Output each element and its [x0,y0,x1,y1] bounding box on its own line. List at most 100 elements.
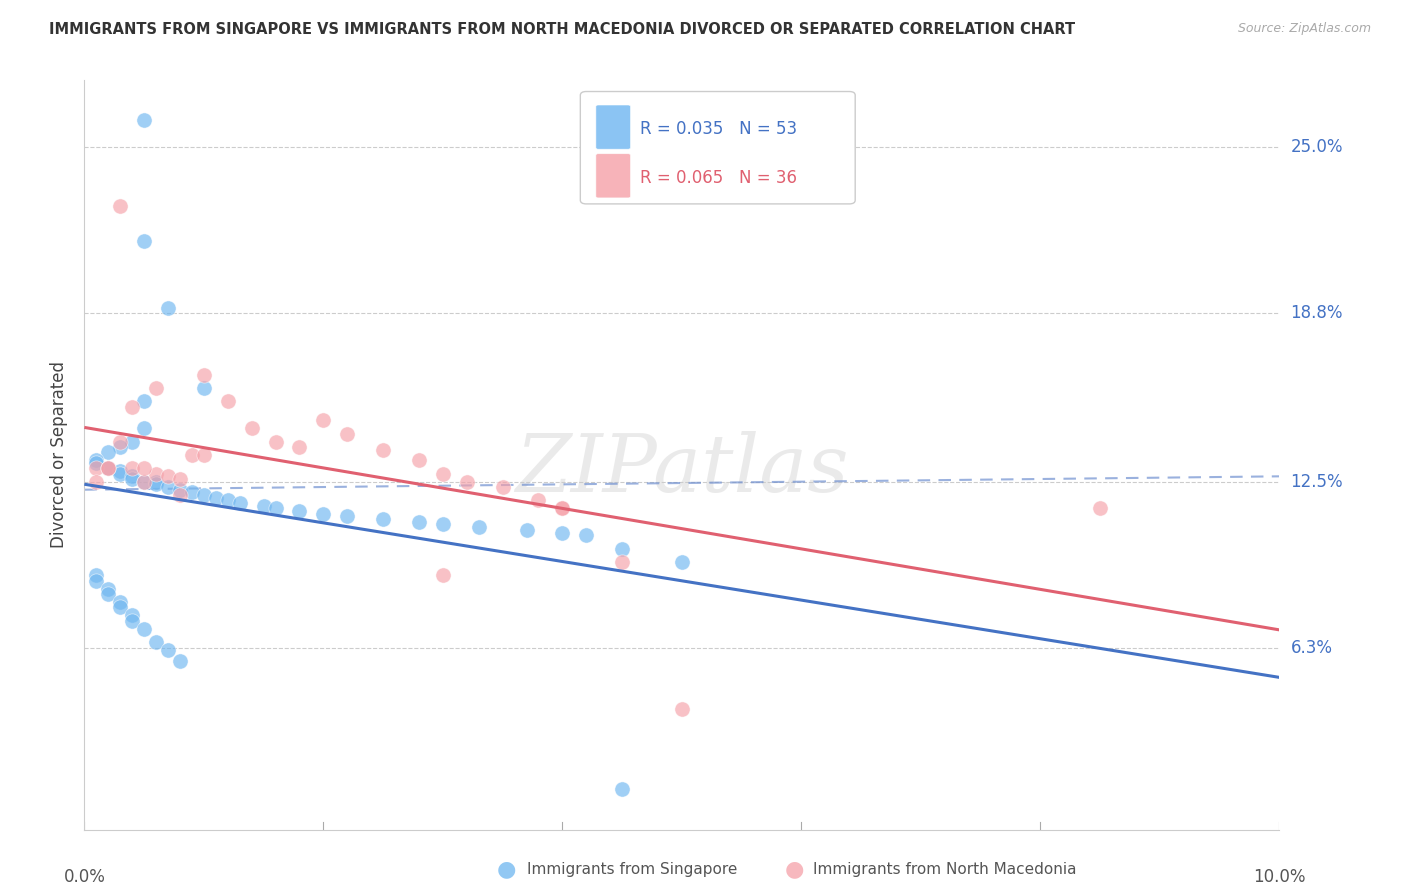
Point [181,485,204,500]
Point [432,568,454,582]
Text: R = 0.065   N = 36: R = 0.065 N = 36 [640,169,797,186]
Point [97,461,120,475]
Point [86,568,108,582]
Point [97,582,120,596]
Point [288,440,311,454]
Point [132,421,156,435]
Point [132,475,156,489]
Point [193,448,215,462]
Text: 6.3%: 6.3% [1291,639,1333,657]
Point [145,635,167,649]
Point [132,622,156,636]
Point [456,475,478,489]
Point [121,608,143,623]
Point [86,574,108,588]
Text: 25.0%: 25.0% [1291,138,1343,156]
Point [336,509,359,524]
Point [157,480,180,494]
Point [169,488,191,502]
Point [612,541,634,556]
Point [373,512,395,526]
Point [312,413,335,427]
Point [157,469,180,483]
Point [612,782,634,797]
Point [97,587,120,601]
Point [373,442,395,457]
Text: Immigrants from Singapore: Immigrants from Singapore [527,863,738,877]
Point [121,461,143,475]
Point [551,501,574,516]
Text: 10.0%: 10.0% [1253,869,1306,887]
Point [612,555,634,569]
Point [121,469,143,483]
Point [217,394,239,409]
Point [169,483,191,497]
Text: IMMIGRANTS FROM SINGAPORE VS IMMIGRANTS FROM NORTH MACEDONIA DIVORCED OR SEPARAT: IMMIGRANTS FROM SINGAPORE VS IMMIGRANTS … [49,22,1076,37]
Point [671,555,693,569]
Point [193,488,215,502]
Text: Immigrants from North Macedonia: Immigrants from North Macedonia [813,863,1076,877]
Point [132,475,156,489]
Point [157,643,180,657]
Point [217,493,239,508]
Point [312,507,335,521]
Point [264,434,287,449]
Point [240,421,263,435]
Point [145,467,167,481]
Y-axis label: Divorced or Separated: Divorced or Separated [49,361,67,549]
Point [145,475,167,489]
Point [145,477,167,491]
Text: Source: ZipAtlas.com: Source: ZipAtlas.com [1237,22,1371,36]
Point [551,501,574,516]
Point [157,301,180,315]
Point [492,480,515,494]
Point [169,472,191,486]
Point [86,453,108,467]
Point [408,515,430,529]
Point [575,528,598,542]
Point [264,501,287,516]
Point [86,475,108,489]
FancyBboxPatch shape [581,92,855,204]
Text: 0.0%: 0.0% [63,869,105,887]
Point [121,472,143,486]
Point [527,493,550,508]
Point [193,381,215,395]
Point [110,464,132,478]
Point [110,199,132,213]
Text: 12.5%: 12.5% [1291,473,1343,491]
Point [205,491,228,505]
Point [288,504,311,518]
Point [110,440,132,454]
Text: ●: ● [785,860,804,880]
Point [516,523,538,537]
Point [132,234,156,248]
Point [408,453,430,467]
Point [169,654,191,668]
Point [110,600,132,615]
Point [121,400,143,414]
Point [551,525,574,540]
Point [145,381,167,395]
Point [132,394,156,409]
Point [121,434,143,449]
Text: ZIPatlas: ZIPatlas [515,431,849,508]
Point [110,434,132,449]
Point [432,517,454,532]
Point [193,368,215,382]
Point [336,426,359,441]
Text: ●: ● [496,860,516,880]
Point [86,461,108,475]
Text: R = 0.035   N = 53: R = 0.035 N = 53 [640,120,797,138]
Point [110,467,132,481]
Point [110,595,132,609]
FancyBboxPatch shape [596,105,630,149]
Point [1090,501,1112,516]
Point [132,461,156,475]
Point [132,113,156,128]
Point [228,496,252,510]
Point [432,467,454,481]
Point [468,520,491,534]
Point [97,461,120,475]
Point [121,614,143,628]
